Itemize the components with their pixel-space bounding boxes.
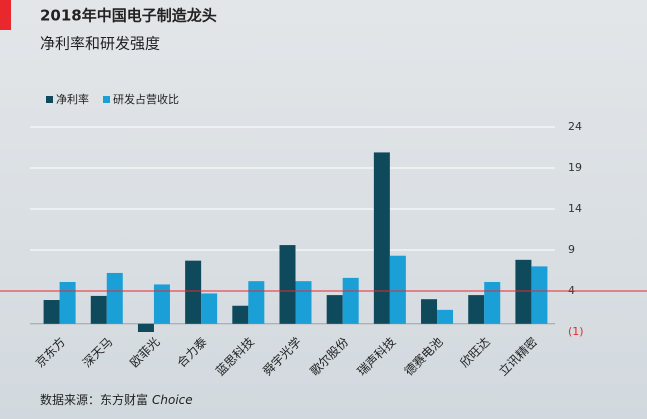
bar: [279, 245, 296, 324]
bar: [468, 295, 485, 324]
bar: [232, 305, 249, 324]
legend-swatch: [103, 96, 110, 103]
chart-title: 2018年中国电子制造龙头: [40, 7, 217, 25]
y-tick-label: 14: [568, 202, 582, 215]
source-brand: Choice: [152, 393, 193, 407]
legend-label: 研发占营收比: [113, 92, 179, 106]
legend-swatch: [46, 96, 53, 103]
bar: [185, 260, 202, 324]
source-text: 数据来源：东方财富: [40, 392, 148, 407]
y-tick-label: 9: [568, 243, 575, 256]
bar: [531, 266, 548, 324]
bar: [326, 295, 343, 324]
legend-label: 净利率: [56, 92, 89, 106]
y-tick-label: (1): [568, 325, 584, 338]
bar: [201, 293, 218, 324]
bar: [106, 272, 123, 324]
bar: [153, 284, 170, 324]
source: 数据来源：东方财富 Choice: [40, 392, 193, 407]
bar: [389, 255, 406, 324]
bar: [515, 259, 532, 324]
bar: [437, 309, 454, 324]
chart-subtitle: 净利率和研发强度: [40, 35, 160, 53]
bar: [59, 281, 76, 324]
bar: [295, 281, 312, 324]
bar: [342, 277, 359, 324]
bar: [43, 300, 60, 324]
y-tick-label: 24: [568, 120, 582, 133]
bar: [248, 281, 265, 324]
bar: [373, 152, 390, 324]
bar: [421, 299, 438, 324]
bar: [484, 281, 501, 324]
bar: [90, 295, 107, 324]
y-tick-label: 19: [568, 161, 582, 174]
bar: [137, 323, 154, 332]
accent-block: [0, 0, 11, 30]
